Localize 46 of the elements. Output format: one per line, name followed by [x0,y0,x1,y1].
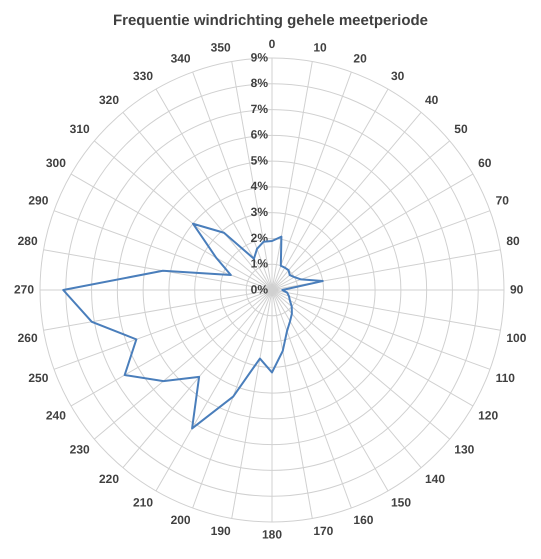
spoke-label: 250 [28,370,49,385]
spoke-label: 240 [46,408,66,422]
y-tick-label: 4% [250,179,268,194]
spoke-label: 320 [99,92,120,107]
y-tick-label: 1% [250,256,268,271]
spoke-label: 160 [353,513,374,528]
spoke-label: 130 [454,442,475,456]
spoke-label: 80 [506,234,520,248]
spoke-label: 110 [496,370,516,385]
spoke-label: 120 [478,408,498,422]
y-tick-label: 7% [250,102,268,116]
spoke-label: 0 [268,37,276,52]
spoke-label: 90 [510,282,524,296]
y-tick-label: 9% [250,50,268,64]
spoke-label: 150 [390,496,412,510]
spoke-label: 220 [99,472,120,486]
y-tick-label: 0% [250,282,268,296]
y-tick-label: 8% [250,76,268,90]
spoke-label: 140 [424,472,446,486]
spoke-label: 210 [132,496,154,510]
spoke-label: 260 [18,330,38,345]
spoke-label: 20 [353,51,368,66]
spoke-label: 190 [210,524,231,538]
y-tick-label: 6% [250,128,268,142]
spoke-label: 290 [28,194,49,208]
spoke-label: 350 [210,40,231,55]
spoke-label: 230 [70,442,90,456]
spoke-label: 10 [313,40,327,55]
spoke-label: 170 [313,524,334,538]
spoke-label: 300 [46,156,66,170]
spoke-label: 340 [170,51,191,66]
spoke-label: 70 [496,194,510,208]
spoke-label: 50 [454,122,468,136]
spoke-label: 330 [132,69,154,84]
y-tick-label: 3% [250,204,268,219]
spoke-label: 180 [262,527,282,542]
spoke-label: 100 [506,330,527,345]
spoke-label: 40 [424,92,439,107]
spoke-label: 280 [18,234,38,248]
spoke-label: 30 [390,69,405,84]
spoke-label: 200 [170,513,191,528]
spoke-label: 60 [478,156,492,170]
y-tick-label: 5% [250,153,268,168]
spoke-label: 270 [14,282,34,296]
spoke-label: 310 [70,122,90,136]
chart-title: Frequentie windrichting gehele meetperiode [112,12,428,30]
